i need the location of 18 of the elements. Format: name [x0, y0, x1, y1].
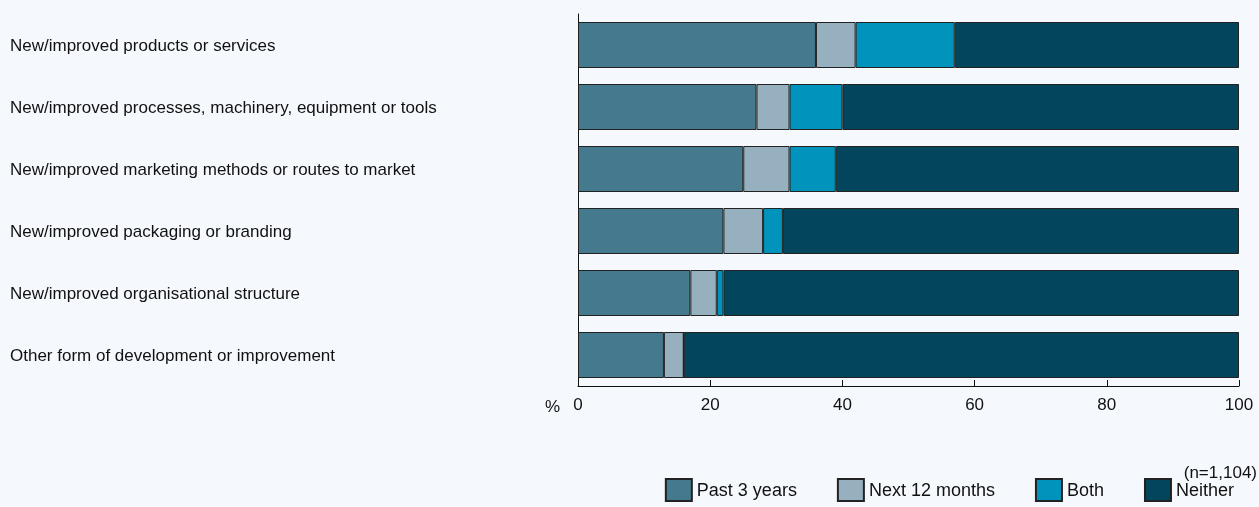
x-tick-label: 20: [700, 395, 720, 414]
y-tick-label: New/improved packaging or branding: [10, 221, 292, 241]
x-tick-label: 0: [573, 395, 583, 414]
x-tick-label: 40: [832, 395, 852, 414]
y-tick-label: New/improved products or services: [10, 35, 276, 55]
x-tick-label: 60: [965, 395, 985, 414]
x-tick-label: 100: [1224, 395, 1254, 414]
text: (n=1,104): [1183, 463, 1257, 482]
x-axis-title: %: [544, 397, 560, 416]
y-tick-label: New/improved marketing methods or routes to market: [10, 159, 416, 179]
y-tick-label: New/improved organisational structure: [10, 283, 301, 303]
legend-label: Neither: [1175, 480, 1235, 500]
legend-label: Both: [1066, 480, 1104, 500]
legend-label: Past 3 years: [696, 480, 797, 500]
y-tick-label: New/improved processes, machinery, equipment or tools: [10, 97, 437, 117]
x-tick-label: 80: [1097, 395, 1117, 414]
legend-label: Next 12 months: [868, 480, 995, 500]
y-tick-label: Other form of development or improvement: [10, 345, 336, 365]
